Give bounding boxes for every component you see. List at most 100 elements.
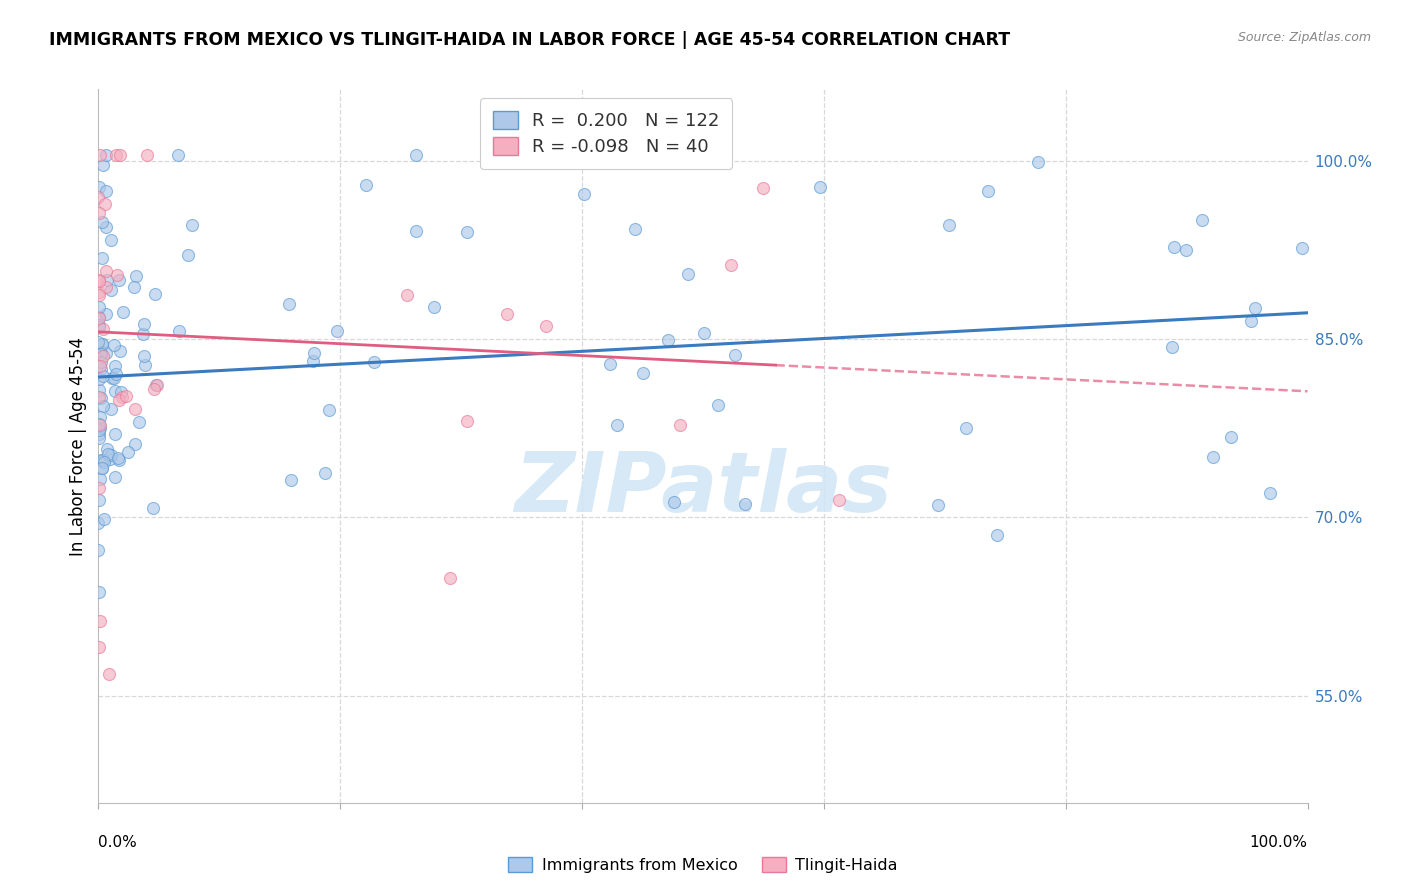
Point xyxy=(89,640,111,654)
Point xyxy=(103,427,125,442)
Point xyxy=(439,571,461,585)
Point xyxy=(90,345,112,359)
Point xyxy=(89,320,111,334)
Point xyxy=(89,180,111,194)
Y-axis label: In Labor Force | Age 45-54: In Labor Force | Age 45-54 xyxy=(69,336,87,556)
Point xyxy=(91,337,114,351)
Point xyxy=(405,224,427,238)
Point xyxy=(112,305,135,319)
Text: 0.0%: 0.0% xyxy=(98,835,138,850)
Point xyxy=(87,516,110,531)
Point xyxy=(1202,450,1225,465)
Point xyxy=(100,448,122,462)
Point xyxy=(734,497,756,511)
Point xyxy=(395,287,418,301)
Text: IMMIGRANTS FROM MEXICO VS TLINGIT-HAIDA IN LABOR FORCE | AGE 45-54 CORRELATION C: IMMIGRANTS FROM MEXICO VS TLINGIT-HAIDA … xyxy=(49,31,1011,49)
Point xyxy=(93,512,115,526)
Point xyxy=(94,185,117,199)
Point xyxy=(534,318,557,333)
Point xyxy=(89,310,111,324)
Point xyxy=(89,472,111,486)
Point xyxy=(706,398,728,412)
Point xyxy=(94,148,117,162)
Point xyxy=(977,185,1000,199)
Point xyxy=(1163,240,1185,254)
Point xyxy=(720,258,742,272)
Point xyxy=(134,358,156,372)
Point xyxy=(104,359,127,374)
Point xyxy=(1028,155,1050,169)
Point xyxy=(90,347,112,361)
Point xyxy=(87,311,110,326)
Point xyxy=(124,269,146,284)
Point xyxy=(132,349,155,363)
Point xyxy=(90,460,112,475)
Point xyxy=(111,390,134,404)
Point xyxy=(104,470,127,484)
Point xyxy=(132,326,155,341)
Point xyxy=(134,317,156,331)
Point xyxy=(87,190,110,204)
Point xyxy=(1174,243,1197,257)
Point xyxy=(110,384,132,399)
Point xyxy=(318,403,340,417)
Point xyxy=(96,220,118,235)
Point xyxy=(669,417,692,432)
Point xyxy=(1161,340,1184,354)
Point xyxy=(405,147,427,161)
Point xyxy=(456,414,478,428)
Point xyxy=(91,460,114,475)
Point xyxy=(90,453,112,467)
Point xyxy=(456,225,478,239)
Point xyxy=(93,454,115,468)
Point xyxy=(90,392,112,406)
Point xyxy=(87,431,110,445)
Point xyxy=(302,346,325,360)
Point xyxy=(108,344,131,359)
Point xyxy=(101,370,124,384)
Point xyxy=(105,268,128,283)
Point xyxy=(87,205,110,219)
Point xyxy=(89,418,111,433)
Point xyxy=(142,500,165,515)
Point xyxy=(572,187,595,202)
Point xyxy=(89,492,111,507)
Point xyxy=(142,382,165,396)
Point xyxy=(97,667,120,681)
Point xyxy=(693,326,716,340)
Point xyxy=(955,421,977,435)
Point xyxy=(1291,241,1313,255)
Point xyxy=(87,427,110,442)
Point xyxy=(599,357,621,371)
Point xyxy=(177,248,200,262)
Point xyxy=(107,273,129,287)
Point xyxy=(90,215,112,229)
Point xyxy=(91,349,114,363)
Point xyxy=(87,318,110,332)
Point xyxy=(100,233,122,247)
Point xyxy=(1240,314,1263,328)
Point xyxy=(89,614,111,628)
Point xyxy=(614,147,637,161)
Point xyxy=(93,197,115,211)
Point xyxy=(94,280,117,294)
Point xyxy=(103,371,125,385)
Text: Source: ZipAtlas.com: Source: ZipAtlas.com xyxy=(1237,31,1371,45)
Point xyxy=(105,367,128,381)
Point xyxy=(678,267,700,281)
Point xyxy=(100,283,122,297)
Point xyxy=(124,402,146,417)
Point xyxy=(87,285,110,300)
Point xyxy=(100,401,122,416)
Point xyxy=(280,474,302,488)
Point xyxy=(104,147,127,161)
Point xyxy=(87,481,110,495)
Text: 100.0%: 100.0% xyxy=(1250,835,1308,850)
Point xyxy=(117,445,139,459)
Point xyxy=(110,147,132,161)
Point xyxy=(90,337,112,351)
Point xyxy=(104,384,127,398)
Point xyxy=(828,492,851,507)
Point xyxy=(90,354,112,368)
Point xyxy=(103,338,125,352)
